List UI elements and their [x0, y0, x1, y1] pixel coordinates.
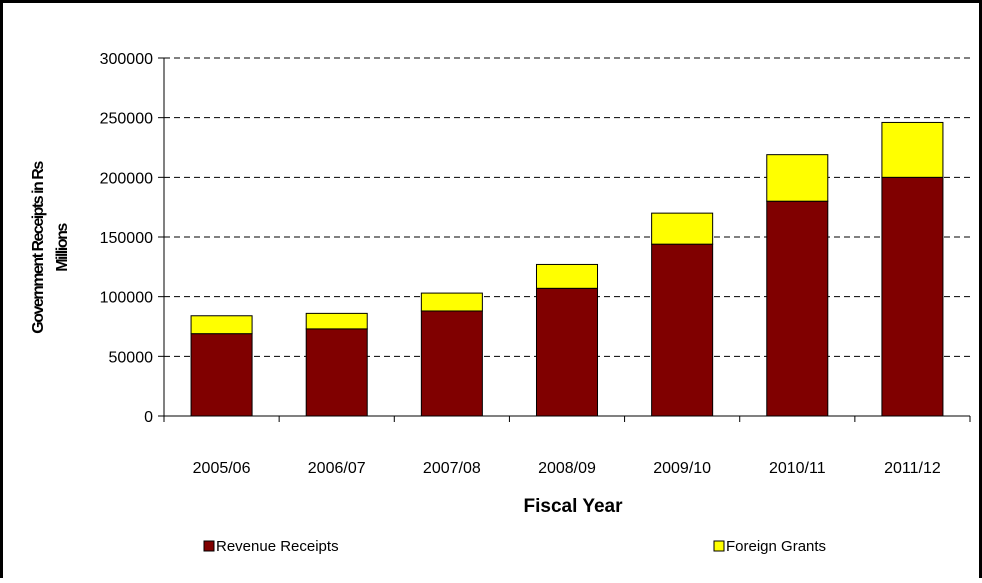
- bar-segment-revenue-receipts: [535, 287, 599, 417]
- bar-segment-foreign-grants: [420, 292, 483, 312]
- bar-segment-foreign-grants: [305, 312, 368, 330]
- bar-segment-foreign-grants: [535, 263, 599, 289]
- y-tick-label: 100000: [100, 290, 153, 307]
- axes: [158, 57, 971, 422]
- bar-segment-revenue-receipts: [190, 333, 253, 417]
- x-tick-label: 2008/09: [538, 460, 596, 477]
- legend-swatch-revenue-receipts: [203, 540, 215, 552]
- bar-segment-revenue-receipts: [420, 310, 483, 417]
- bar-segment-foreign-grants: [190, 315, 253, 335]
- bar-segment-revenue-receipts: [305, 328, 368, 417]
- grid-lines: [164, 57, 970, 357]
- y-axis-title-line-1: Government Receipts in Rs: [30, 161, 47, 334]
- legend-label-foreign-grants: Foreign Grants: [726, 538, 826, 555]
- y-tick-label: 0: [144, 409, 153, 426]
- legend-swatch-foreign-grants: [713, 540, 725, 552]
- x-tick-label: 2005/06: [193, 460, 251, 477]
- y-tick-label: 200000: [100, 170, 153, 187]
- y-tick-label: 300000: [100, 51, 153, 68]
- bar-segment-foreign-grants: [881, 121, 944, 178]
- x-tick-label: 2009/10: [653, 460, 711, 477]
- x-tick-label: 2011/12: [884, 460, 941, 477]
- bar-segment-revenue-receipts: [766, 200, 829, 417]
- x-tick-labels: 2005/06 2006/07 2007/08 2008/09 2009/10 2010/…: [193, 460, 941, 477]
- y-tick-label: 150000: [100, 230, 153, 247]
- legend: Revenue Receipts Foreign Grants: [203, 538, 826, 555]
- bars: [190, 121, 944, 417]
- x-tick-label: 2007/08: [423, 460, 481, 477]
- y-axis-title: Government Receipts in Rs Millions: [30, 161, 71, 334]
- bar-segment-foreign-grants: [651, 212, 714, 245]
- x-tick-label: 2006/07: [308, 460, 366, 477]
- bar-segment-foreign-grants: [766, 154, 829, 202]
- y-tick-label: 50000: [109, 349, 154, 366]
- y-tick-label: 250000: [100, 111, 153, 128]
- y-tick-labels: 0 50000 100000 150000 200000 250000 300000: [100, 51, 153, 426]
- bar-segment-revenue-receipts: [881, 176, 944, 417]
- legend-label-revenue-receipts: Revenue Receipts: [216, 538, 339, 555]
- x-axis-title: Fiscal Year: [524, 496, 624, 517]
- x-tick-label: 2010/11: [769, 460, 826, 477]
- bar-segment-revenue-receipts: [651, 243, 714, 417]
- stacked-bar-chart: 0 50000 100000 150000 200000 250000 300000 200…: [30, 51, 971, 555]
- y-axis-title-line-2: Millions: [54, 223, 71, 272]
